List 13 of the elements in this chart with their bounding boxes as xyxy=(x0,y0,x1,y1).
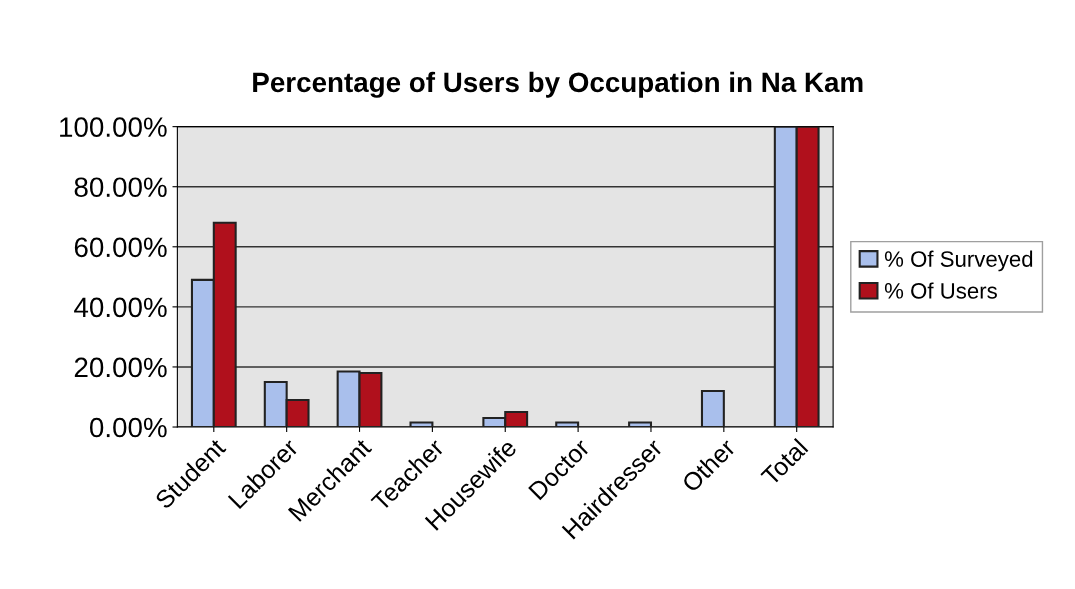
y-tick-label: 100.00% xyxy=(60,117,167,137)
bar xyxy=(700,389,725,428)
y-tick-label: 0.00% xyxy=(89,417,167,438)
chart-title: Percentage of Users by Occupation in Na Kam xyxy=(253,71,863,98)
y-tick-label: 40.00% xyxy=(74,297,167,318)
bar xyxy=(555,421,580,428)
y-tick-label: 60.00% xyxy=(74,237,167,258)
y-tick-label: 80.00% xyxy=(74,177,167,198)
legend-label: % Of Surveyed xyxy=(884,250,1033,272)
bar xyxy=(409,421,434,428)
legend-label: % Of Users xyxy=(884,282,997,299)
y-tick-label: 20.00% xyxy=(74,357,167,378)
bar xyxy=(628,421,653,428)
